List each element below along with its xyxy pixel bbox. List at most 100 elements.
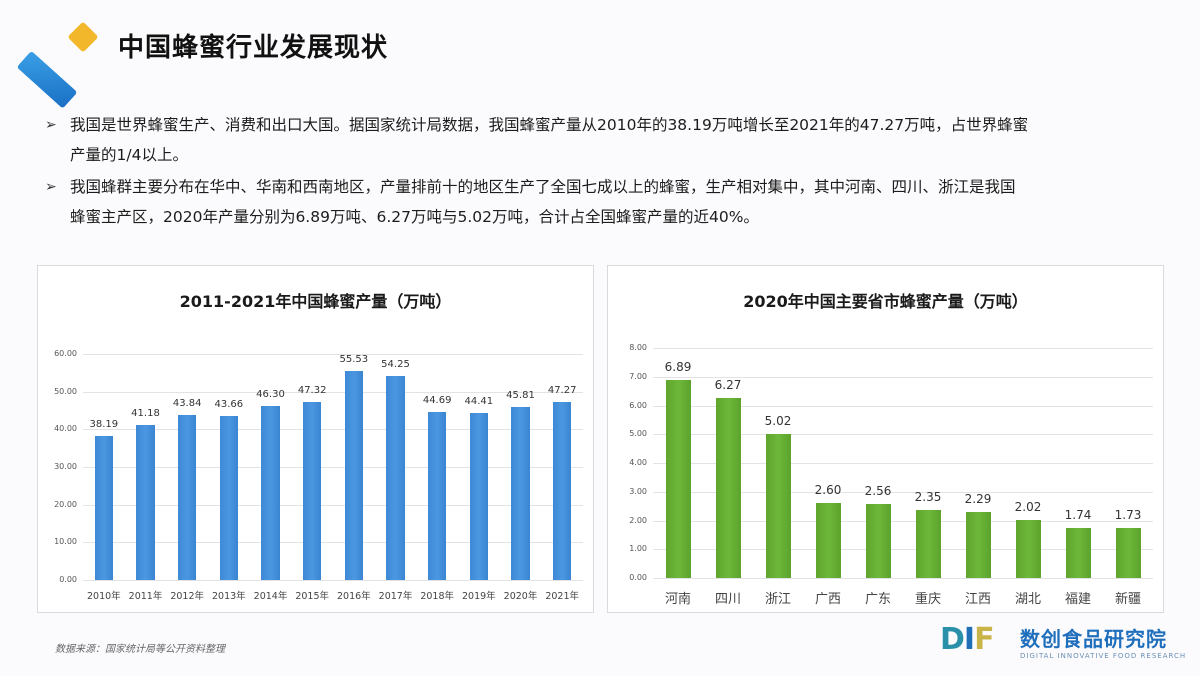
- y-axis-tick: 60.00: [54, 349, 77, 358]
- x-axis-tick: 2016年: [336, 591, 371, 602]
- bullet-text-line: 产量的1/4以上。: [70, 146, 188, 164]
- y-axis-tick: 50.00: [54, 386, 77, 396]
- x-axis-tick: 湖北: [1014, 592, 1041, 607]
- x-axis-tick: 2018年: [420, 591, 454, 602]
- bar-value-label: 54.25: [381, 358, 410, 370]
- x-axis-tick: 新疆: [1114, 592, 1141, 607]
- bar-value-label: 47.32: [297, 384, 327, 396]
- x-axis-tick: 广东: [864, 592, 891, 607]
- bar-value-label: 45.81: [506, 390, 535, 402]
- gridline: [653, 549, 1153, 551]
- y-axis-tick: 10.00: [54, 537, 77, 547]
- bar: [219, 415, 238, 580]
- x-axis-tick: 2011年: [128, 591, 163, 602]
- bar: [965, 512, 991, 578]
- bar-value-label: 43.66: [214, 398, 244, 410]
- bar-value-label: 2.02: [1014, 499, 1042, 514]
- y-axis-tick: 30.00: [54, 462, 77, 471]
- bar-value-label: 38.19: [89, 419, 119, 431]
- brand-name-cn: 数创食品研究院: [1020, 627, 1167, 651]
- bar-value-label: 2.29: [964, 492, 992, 507]
- bar-value-label: 55.53: [339, 353, 369, 365]
- bullet-list: ➢ 我国是世界蜂蜜生产、消费和出口大国。据国家统计局数据，我国蜂蜜产量从2010…: [45, 110, 1155, 234]
- bar-value-label: 44.69: [422, 394, 452, 406]
- bar: [94, 436, 113, 580]
- y-axis-tick: 6.00: [629, 400, 647, 410]
- bar-value-label: 6.27: [714, 377, 742, 392]
- gridline: [653, 348, 1153, 349]
- x-axis-tick: 2013年: [211, 591, 246, 602]
- bar-value-label: 44.41: [464, 395, 494, 407]
- bullet-text-line: 我国蜂群主要分布在华中、华南和西南地区，产量排前十的地区生产了全国七成以上的蜂蜜…: [70, 178, 1016, 196]
- x-axis-tick: 2014年: [253, 591, 288, 602]
- gridline: [653, 520, 1153, 522]
- bar: [1065, 527, 1091, 578]
- y-axis-tick: 40.00: [54, 424, 77, 434]
- bar-value-label: 2.56: [864, 484, 892, 499]
- y-axis-tick: 5.00: [629, 429, 647, 439]
- bar: [815, 503, 841, 578]
- bar-value-label: 43.84: [172, 397, 202, 409]
- gridline: [83, 429, 583, 431]
- bar: [865, 504, 891, 578]
- x-axis-tick: 广西: [814, 592, 841, 607]
- y-axis-tick: 7.00: [629, 371, 647, 381]
- y-axis-tick: 0.00: [629, 573, 647, 582]
- gridline: [83, 391, 583, 393]
- bullet-arrow-icon: ➢: [45, 117, 57, 133]
- x-axis-tick: 浙江: [764, 592, 791, 607]
- bar: [469, 412, 488, 580]
- gridline: [83, 542, 583, 544]
- national-production-chart: 2011-2021年中国蜂蜜产量（万吨） 0.00 10.00 20.00 30.00…: [37, 265, 594, 613]
- gridline: [83, 580, 583, 581]
- bar: [136, 424, 155, 580]
- bar: [765, 433, 791, 578]
- bar-value-label: 2.60: [814, 483, 842, 498]
- x-axis-tick: 2017年: [378, 591, 413, 602]
- bar: [261, 405, 280, 580]
- bar: [178, 414, 197, 580]
- bar-value-label: 6.89: [664, 359, 692, 374]
- bullet-item: ➢ 我国蜂群主要分布在华中、华南和西南地区，产量排前十的地区生产了全国七成以上的…: [45, 172, 1155, 232]
- bar: [665, 379, 691, 578]
- bar-value-label: 1.73: [1114, 508, 1142, 523]
- bar: [386, 375, 405, 580]
- gridline: [653, 578, 1153, 579]
- x-axis-tick: 2019年: [461, 591, 496, 602]
- x-axis-tick: 2015年: [295, 591, 329, 602]
- y-axis-tick: 4.00: [629, 458, 647, 467]
- chart-title: 2020年中国主要省市蜂蜜产量（万吨）: [743, 292, 1028, 311]
- plot-area: 0.00 10.00 20.00 30.00 40.00 50.00 60.00 38.19 2…: [54, 349, 583, 602]
- province-production-chart: 2020年中国主要省市蜂蜜产量（万吨） 0.00 1.00 2.00 3.00 4.00…: [607, 265, 1164, 613]
- bar: [428, 411, 447, 580]
- y-axis-tick: 0.00: [59, 575, 77, 584]
- gridline: [653, 434, 1153, 436]
- bar: [511, 407, 530, 580]
- chart-title: 2011-2021年中国蜂蜜产量（万吨）: [179, 292, 452, 311]
- gridline: [653, 491, 1153, 493]
- bar-value-label: 47.27: [547, 384, 577, 396]
- bar: [344, 370, 363, 580]
- y-axis-tick: 3.00: [629, 486, 647, 496]
- bullet-text-line: 蜂蜜主产区，2020年产量分别为6.89万吨、6.27万吨与5.02万吨，合计占…: [70, 208, 759, 226]
- page-title: 中国蜂蜜行业发展现状: [118, 33, 389, 63]
- bar: [715, 397, 741, 578]
- data-source-note: 数据来源：国家统计局等公开资料整理: [55, 644, 225, 655]
- bar: [1115, 528, 1141, 578]
- bar-value-label: 46.30: [256, 388, 285, 400]
- gridline: [653, 463, 1153, 464]
- slide-logo-icon: [10, 18, 99, 109]
- x-axis-tick: 2010年: [87, 591, 121, 602]
- bullet-item: ➢ 我国是世界蜂蜜生产、消费和出口大国。据国家统计局数据，我国蜂蜜产量从2010…: [45, 110, 1155, 170]
- bar: [915, 510, 941, 578]
- gridline: [83, 354, 583, 355]
- dif-logo-icon: DIF: [940, 622, 995, 657]
- bar-value-label: 41.18: [131, 407, 160, 419]
- x-axis-tick: 2012年: [170, 591, 204, 602]
- x-axis-tick: 2020年: [503, 591, 538, 602]
- gridline: [83, 467, 583, 468]
- x-axis-tick: 河南: [664, 592, 691, 607]
- gridline: [83, 504, 583, 506]
- gridline: [653, 405, 1153, 407]
- y-axis-tick: 2.00: [629, 515, 647, 525]
